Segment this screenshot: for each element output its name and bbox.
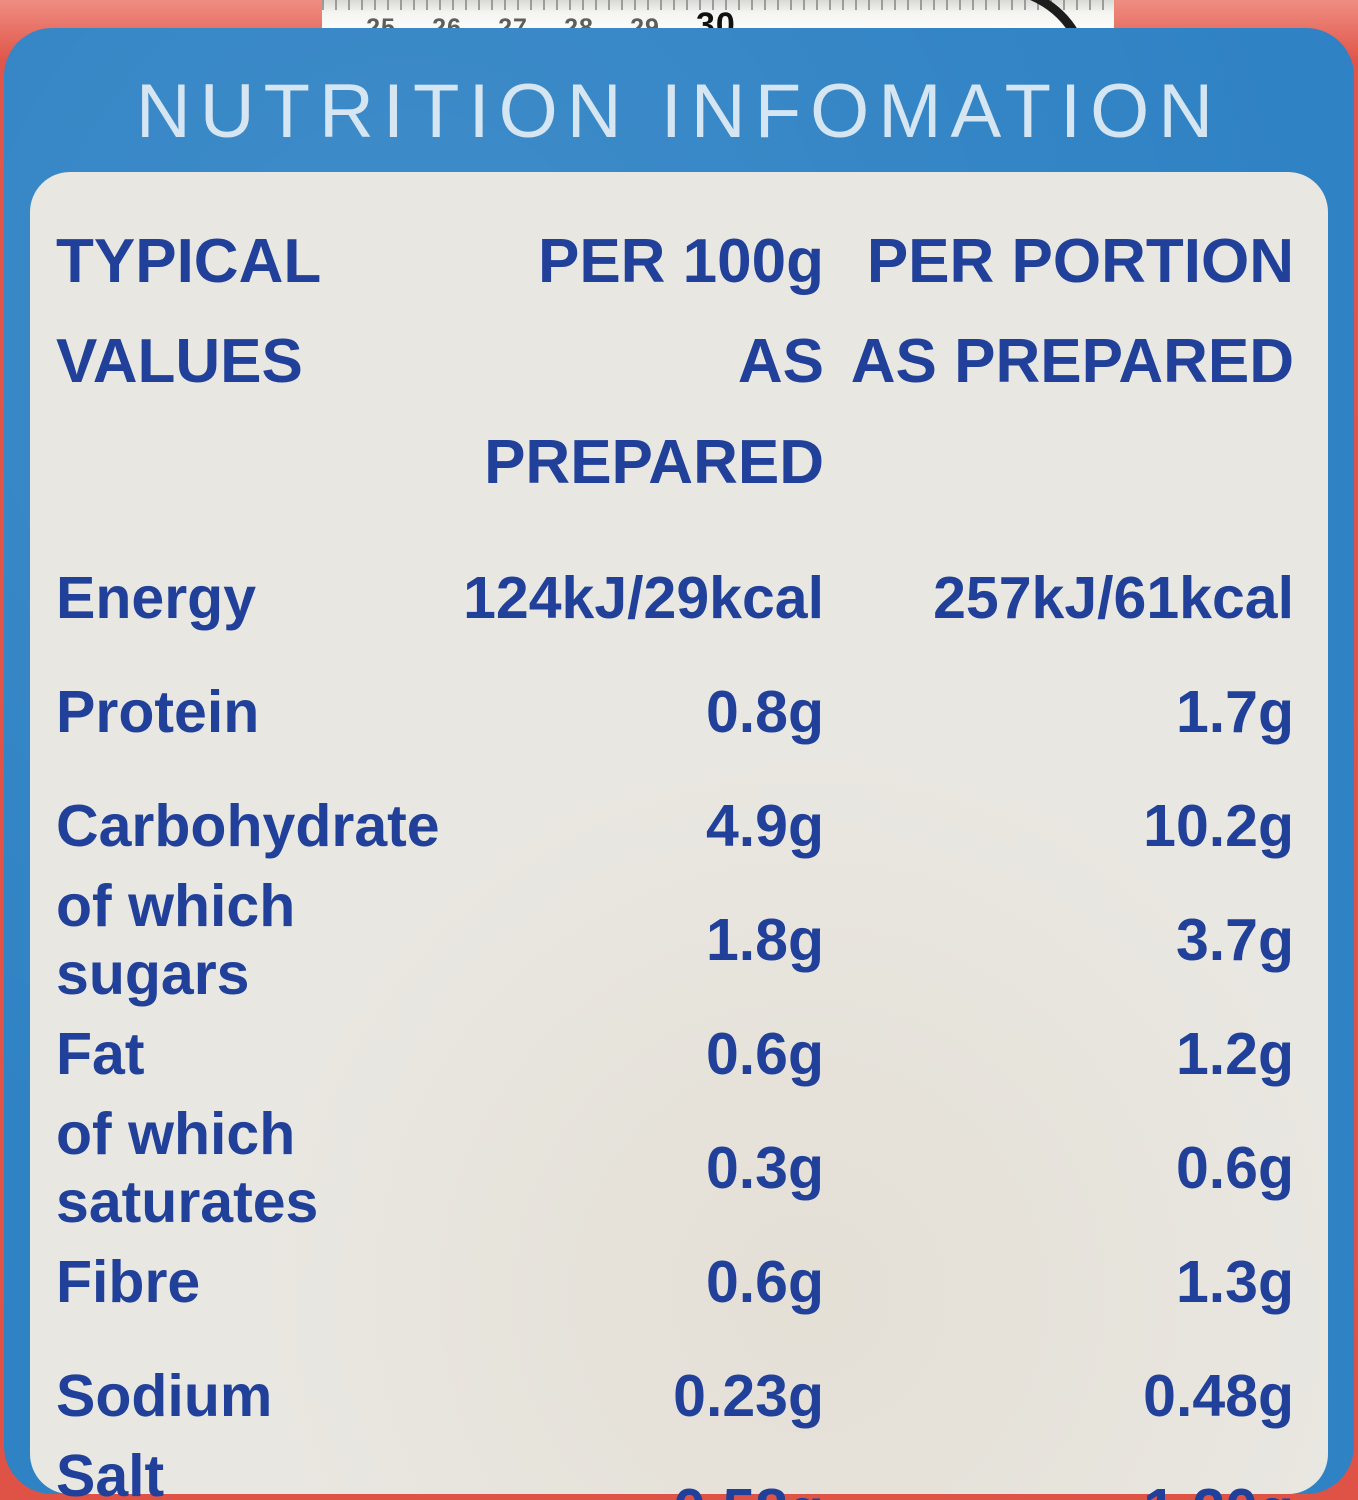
nutrition-panel: NUTRITION INFOMATION TYPICAL VALUES PER …: [4, 28, 1354, 1500]
row-label: Sodium: [56, 1363, 273, 1430]
row-label: Energy: [56, 565, 257, 632]
panel-title: NUTRITION INFOMATION: [135, 69, 1223, 154]
row-per100-value: 0.58g: [444, 1453, 824, 1500]
header-line: AS PREPARED: [484, 327, 824, 497]
header-line: TYPICAL: [56, 227, 322, 296]
row-portion-value: 0.48g: [1143, 1363, 1294, 1430]
row-per100-value: 0.23g: [673, 1363, 824, 1430]
header-line: AS PREPARED: [850, 327, 1294, 397]
row-label: Protein: [56, 679, 260, 746]
row-per100-value: 0.8g: [705, 679, 824, 746]
row-label: of which sugars: [56, 873, 296, 1008]
row-per100-value: 0.6g: [705, 1021, 824, 1088]
header-line: PER 100g: [537, 227, 824, 296]
row-portion-value: 1.7g: [1175, 679, 1294, 746]
column-header-per-100g: PER 100g AS PREPARED: [444, 212, 824, 541]
column-header-typical-values: TYPICAL VALUES: [56, 212, 444, 541]
row-per100-value: 0.3g: [705, 1135, 824, 1202]
row-per100-value: 4.9g: [705, 793, 824, 860]
row-portion-value: 3.7g: [1175, 907, 1294, 974]
row-label: of which saturates: [56, 1101, 319, 1236]
nutrition-table: TYPICAL VALUES PER 100g AS PREPARED PER …: [56, 212, 1294, 1500]
row-label: Salt equivalent: [56, 1443, 165, 1500]
nutrition-table-card: TYPICAL VALUES PER 100g AS PREPARED PER …: [30, 172, 1328, 1500]
row-portion-value: 1.20g: [824, 1453, 1294, 1500]
row-portion-value: 1.2g: [1175, 1021, 1294, 1088]
row-per100-value: 124kJ/29kcal: [463, 565, 824, 632]
column-header-per-portion: PER PORTION AS PREPARED: [824, 212, 1294, 541]
row-label: Fat: [56, 1021, 145, 1088]
row-label: Carbohydrate: [56, 793, 440, 860]
tape-tick-marks: [322, 0, 1114, 10]
header-line: PER PORTION: [866, 227, 1294, 296]
row-portion-value: 10.2g: [1143, 793, 1294, 860]
row-portion-value: 0.6g: [1175, 1135, 1294, 1202]
row-portion-value: 1.3g: [1175, 1249, 1294, 1316]
row-label: Fibre: [56, 1249, 201, 1316]
header-line: VALUES: [56, 327, 303, 397]
row-per100-value: 1.8g: [705, 907, 824, 974]
row-per100-value: 0.6g: [705, 1249, 824, 1316]
row-portion-value: 257kJ/61kcal: [933, 565, 1294, 632]
